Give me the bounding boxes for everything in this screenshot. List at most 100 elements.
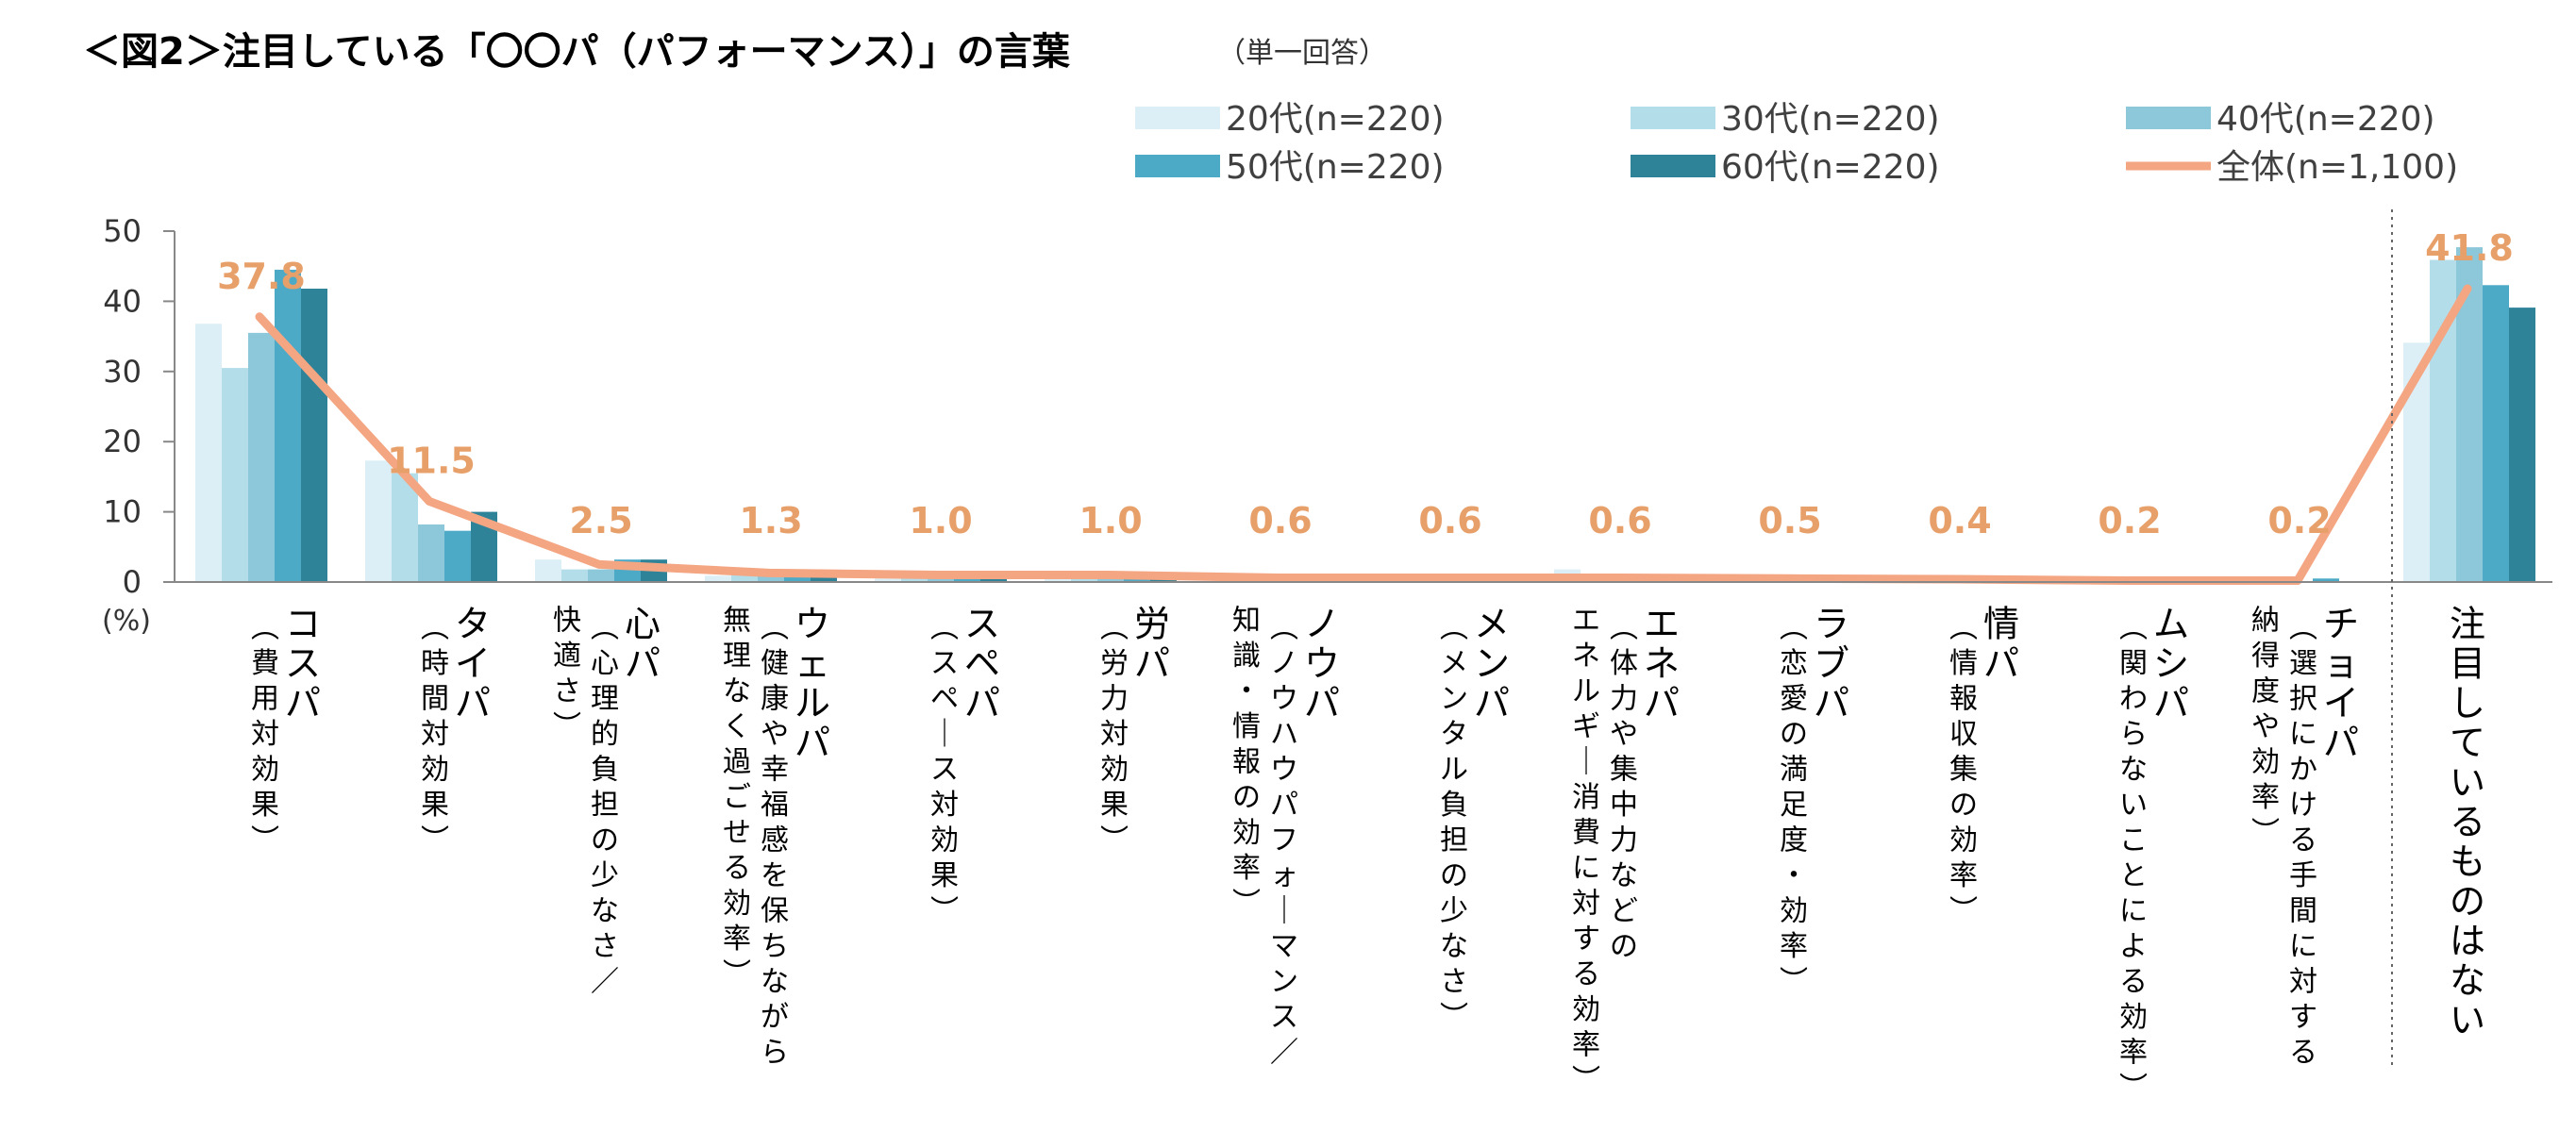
bars (195, 247, 2535, 582)
category-label-char: し (2450, 682, 2485, 724)
category-label-char: タ (455, 603, 491, 644)
category-label-char: チ (2323, 603, 2359, 644)
category-label-char: を (761, 859, 789, 892)
category-label-char: 注 (2450, 603, 2485, 644)
category-label-char: ︵ (930, 612, 959, 645)
category-label-char: ら (761, 1037, 789, 1070)
category-label-char: か (2289, 754, 2317, 787)
y-tick-label: 0 (123, 564, 142, 600)
category-label-char: 力 (1610, 824, 1638, 857)
category-label-char: ル (1440, 754, 1468, 787)
category-label-char: ペ (930, 683, 959, 716)
category-label-char: 手 (2289, 859, 2317, 892)
category-label-char: エ (1644, 603, 1680, 644)
category-label-char: や (761, 718, 789, 751)
category-label-char: ネ (1644, 642, 1680, 684)
category-label-char: な (591, 895, 619, 928)
category-label-char: 恋 (1780, 647, 1808, 680)
category-label-char: ル (795, 682, 830, 724)
category-label-char: 対 (2289, 966, 2317, 999)
category-label-char: 果 (251, 789, 279, 822)
category-label-char: 労 (1134, 603, 1170, 644)
category-label-char: 対 (930, 789, 959, 822)
category-label-char: わ (2119, 683, 2148, 716)
category-label-char: る (1572, 958, 1600, 991)
category-label-char: パ (1983, 642, 2019, 684)
category-label-char: ︶ (930, 895, 959, 928)
category-label-char: 情 (1949, 647, 1978, 680)
x-axis (175, 209, 2552, 1066)
legend-label: 全体(n=1,100) (2216, 148, 2458, 187)
category-label-char: さ (553, 675, 581, 708)
category-label-char: る (2119, 966, 2148, 999)
category-label-char: マ (1270, 930, 1298, 963)
overall-data-label: 0.2 (2098, 500, 2161, 541)
category-label-char: ｜ (930, 718, 959, 751)
overall-data-label: 2.5 (569, 500, 632, 541)
category-label-char: ︶ (1440, 1001, 1468, 1034)
category-label-char: ス (930, 754, 959, 787)
category-label-char: ノ (1270, 647, 1298, 680)
bar (1045, 578, 1071, 582)
category-label-char: 労 (1100, 647, 1129, 680)
category-label-char: コ (285, 603, 321, 644)
category-label-char: ン (1474, 642, 1510, 684)
category-label-char: ／ (1270, 1037, 1298, 1070)
y-axis-label: (%) (102, 605, 151, 638)
category-label-char: 担 (591, 789, 619, 822)
category-label-char: ︶ (2251, 817, 2280, 850)
category-label-char: も (2450, 840, 2485, 882)
category-label-char: の (1610, 930, 1638, 963)
category-label-char: 関 (2119, 647, 2148, 680)
y-tick-label: 50 (103, 213, 142, 249)
category-label-char: 効 (251, 754, 279, 787)
category-label-char: パ (1134, 642, 1170, 684)
category-label-char: 健 (761, 647, 789, 680)
category-label-char: ご (723, 781, 751, 814)
bar (392, 473, 418, 582)
category-label-char: 満 (1780, 754, 1808, 787)
category-label-char: の (1780, 718, 1808, 751)
category-label-char: 効 (930, 824, 959, 857)
category-label-char: シ (2153, 642, 2189, 684)
category-label-char: ︶ (1100, 824, 1129, 857)
category-label-char: フ (1270, 824, 1298, 857)
category-label-char: ︵ (591, 612, 619, 645)
category-label-char: 対 (1100, 718, 1129, 751)
category-label-char: い (2450, 761, 2485, 803)
category-label-char: 集 (1949, 754, 1978, 787)
bar (418, 524, 444, 582)
category-label-char: パ (625, 642, 661, 684)
category-label-char: に (1572, 852, 1600, 885)
category-label-char: 幸 (761, 754, 789, 787)
category-label-char: 無 (723, 605, 751, 638)
legend-label: 30代(n=220) (1721, 100, 1940, 139)
overall-data-label: 37.8 (217, 256, 306, 297)
category-label-char: に (2289, 718, 2317, 751)
category-label-char: 間 (421, 683, 449, 716)
category-label-char: 理 (591, 683, 619, 716)
category-label-char: 心 (591, 647, 619, 680)
category-label-char: 時 (421, 647, 449, 680)
category-label-char: 果 (1100, 789, 1129, 822)
category-label-char: 中 (1610, 789, 1638, 822)
legend-swatch (1135, 155, 1220, 177)
category-label-char: 効 (421, 754, 449, 787)
category-label-char: ︵ (2119, 612, 2148, 645)
category-label-char: ス (285, 642, 321, 684)
bar (275, 269, 301, 582)
overall-data-label: 1.3 (739, 500, 802, 541)
category-label-char: 効 (1100, 754, 1129, 787)
category-label-char: が (761, 1001, 789, 1034)
category-label-char: ム (2153, 603, 2189, 644)
bar (705, 575, 731, 582)
category-label-char: 納 (2251, 605, 2280, 638)
category-label-char: パ (795, 722, 830, 763)
category-label-char: パ (1270, 789, 1298, 822)
